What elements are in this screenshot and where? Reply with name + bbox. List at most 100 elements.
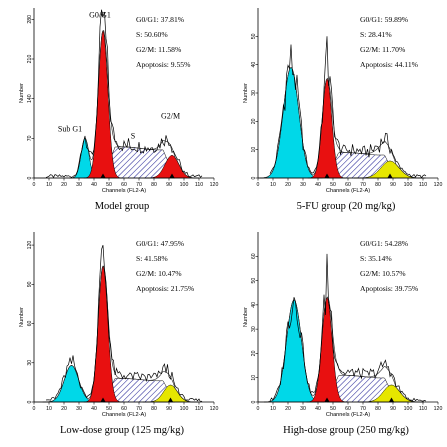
x-tick-label: 50: [330, 182, 336, 188]
y-tick-label: 40: [251, 62, 257, 68]
y-axis-title: Number: [243, 307, 249, 327]
y-tick-label: 10: [251, 375, 257, 381]
x-tick-label: 50: [106, 406, 112, 412]
x-tick-label: 110: [195, 406, 203, 412]
phase-stat-text: S: 50.60%: [136, 30, 168, 39]
x-tick-label: 40: [91, 182, 97, 188]
panel-caption: Model group: [95, 201, 150, 212]
phase-stat-text: G2/M: 10.57%: [360, 269, 406, 278]
y-tick-label: 120: [27, 241, 33, 250]
y-tick-label: 70: [27, 135, 33, 141]
y-tick-label: 210: [27, 55, 33, 64]
phase-stat-text: G0/G1: 54.28%: [360, 239, 409, 248]
peak-label: Sub G1: [58, 125, 82, 134]
x-tick-label: 100: [404, 406, 413, 412]
phase-stat-text: Apoptosis: 9.55%: [136, 60, 191, 69]
x-tick-label: 100: [404, 182, 413, 188]
x-tick-label: 120: [210, 182, 219, 188]
y-tick-label: 40: [251, 302, 257, 308]
peak-label: S: [131, 131, 135, 140]
x-tick-label: 30: [76, 182, 82, 188]
x-tick-label: 50: [106, 182, 112, 188]
x-tick-label: 30: [76, 406, 82, 412]
phase-stat-text: Apoptosis: 21.75%: [136, 284, 195, 293]
panel-caption: High-dose group (250 mg/kg): [283, 425, 409, 436]
g0g1-peak: [307, 78, 347, 179]
y-tick-label: 0: [27, 176, 33, 179]
x-tick-label: 70: [136, 182, 142, 188]
x-tick-label: 90: [166, 182, 172, 188]
g0g1-peak-marker: [324, 397, 330, 402]
y-axis-title: Number: [243, 83, 249, 103]
x-tick-label: 30: [300, 406, 306, 412]
x-axis-title: Channels (FL2-A): [326, 412, 370, 418]
x-tick-label: 70: [360, 182, 366, 188]
y-tick-label: 50: [251, 33, 257, 39]
x-tick-label: 80: [375, 182, 381, 188]
x-tick-label: 10: [270, 406, 276, 412]
phase-stat-text: S: 28.41%: [360, 30, 392, 39]
x-tick-label: 80: [151, 182, 157, 188]
phase-stat-text: G2/M: 11.58%: [136, 45, 182, 54]
x-tick-label: 60: [345, 406, 351, 412]
y-axis-title: Number: [19, 83, 25, 103]
x-tick-label: 40: [315, 182, 321, 188]
y-tick-label: 20: [251, 350, 257, 356]
y-tick-label: 0: [251, 176, 257, 179]
flow-panel-model: 0 10 20 30 40 50 60 70 80 90 100 110 120 0 70 140 210 280…: [0, 0, 223, 223]
flow-histogram-model: 0 10 20 30 40 50 60 70 80 90 100 110 120 0 70 140 210 280…: [19, 8, 219, 212]
x-tick-label: 0: [33, 182, 36, 188]
x-tick-label: 110: [195, 182, 203, 188]
phase-stat-text: G0/G1: 59.89%: [360, 15, 409, 24]
phase-stat-text: S: 41.58%: [136, 254, 168, 263]
x-tick-label: 120: [434, 406, 443, 412]
x-tick-label: 10: [46, 406, 52, 412]
x-tick-label: 110: [419, 182, 427, 188]
y-tick-label: 90: [27, 281, 33, 287]
x-tick-label: 20: [61, 406, 67, 412]
y-tick-label: 0: [251, 400, 257, 403]
panel-caption: 5-FU group (20 mg/kg): [297, 201, 396, 212]
phase-stat-text: G2/M: 10.47%: [136, 269, 182, 278]
x-tick-label: 60: [121, 182, 127, 188]
flow-histogram-high-dose: 0 10 20 30 40 50 60 70 80 90 100 110 120 0 10 20 30 40 50 6…: [243, 232, 443, 436]
raw-histogram-line: [269, 253, 427, 402]
phase-stat-text: G2/M: 11.70%: [360, 45, 406, 54]
peak-label: G0/G1: [89, 11, 111, 20]
g0g1-peak: [306, 297, 348, 403]
raw-histogram-line: [45, 9, 203, 179]
apoptosis-peak: [259, 67, 323, 179]
g2m-peak-marker: [167, 397, 174, 402]
x-tick-label: 30: [300, 182, 306, 188]
y-tick-label: 30: [251, 90, 257, 96]
flow-panel-5fu: 0 10 20 30 40 50 60 70 80 90 100 110 120 0 10 20 30 40 50 C…: [224, 0, 447, 223]
g0g1-peak-marker: [100, 397, 106, 402]
y-tick-label: 60: [27, 321, 33, 327]
y-tick-label: 30: [251, 326, 257, 332]
x-tick-label: 100: [180, 406, 189, 412]
x-tick-label: 0: [257, 406, 260, 412]
x-tick-label: 20: [61, 182, 67, 188]
x-tick-label: 40: [91, 406, 97, 412]
flow-histogram-low-dose: 0 10 20 30 40 50 60 70 80 90 100 110 120 0 30 60 90 120 Ch…: [19, 232, 218, 436]
raw-histogram-line: [269, 36, 427, 179]
x-tick-label: 60: [121, 406, 127, 412]
flow-panel-high-dose: 0 10 20 30 40 50 60 70 80 90 100 110 120 0 10 20 30 40 50 6…: [224, 224, 447, 447]
x-tick-label: 90: [390, 182, 396, 188]
y-tick-label: 140: [27, 94, 33, 103]
g2m-peak-marker: [169, 173, 175, 178]
phase-stat-text: G0/G1: 47.95%: [136, 239, 185, 248]
x-tick-label: 0: [257, 182, 260, 188]
g2m-peak-marker: [387, 173, 393, 178]
y-tick-label: 20: [251, 118, 257, 124]
x-axis-title: Channels (FL2-A): [102, 412, 146, 418]
x-tick-label: 90: [390, 406, 396, 412]
x-tick-label: 70: [136, 406, 142, 412]
g0g1-peak-marker: [324, 173, 330, 178]
x-tick-label: 110: [419, 406, 427, 412]
flow-panel-low-dose: 0 10 20 30 40 50 60 70 80 90 100 110 120 0 30 60 90 120 Ch…: [0, 224, 223, 447]
peak-label: G2/M: [161, 112, 180, 121]
flow-histogram-5fu: 0 10 20 30 40 50 60 70 80 90 100 110 12001020304050C…: [243, 8, 442, 212]
x-axis-title: Channels (FL2-A): [102, 188, 146, 194]
x-tick-label: 20: [285, 182, 291, 188]
